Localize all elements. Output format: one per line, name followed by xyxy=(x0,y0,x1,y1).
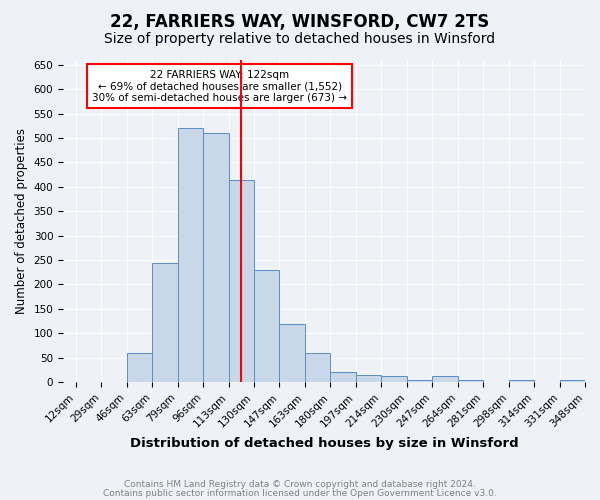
Bar xyxy=(152,262,178,382)
Bar xyxy=(178,128,203,382)
Bar xyxy=(356,375,382,382)
Bar xyxy=(203,133,229,382)
Bar xyxy=(432,376,458,382)
X-axis label: Distribution of detached houses by size in Winsford: Distribution of detached houses by size … xyxy=(130,437,518,450)
Bar xyxy=(509,380,534,382)
Text: 22 FARRIERS WAY: 122sqm
← 69% of detached houses are smaller (1,552)
30% of semi: 22 FARRIERS WAY: 122sqm ← 69% of detache… xyxy=(92,70,347,103)
Bar xyxy=(305,353,331,382)
Bar xyxy=(560,380,585,382)
Bar xyxy=(254,270,280,382)
Bar xyxy=(407,380,432,382)
Y-axis label: Number of detached properties: Number of detached properties xyxy=(15,128,28,314)
Bar xyxy=(458,380,483,382)
Bar xyxy=(280,324,305,382)
Bar xyxy=(229,180,254,382)
Text: Size of property relative to detached houses in Winsford: Size of property relative to detached ho… xyxy=(104,32,496,46)
Bar xyxy=(127,353,152,382)
Text: Contains public sector information licensed under the Open Government Licence v3: Contains public sector information licen… xyxy=(103,488,497,498)
Bar xyxy=(382,376,407,382)
Bar xyxy=(331,372,356,382)
Text: 22, FARRIERS WAY, WINSFORD, CW7 2TS: 22, FARRIERS WAY, WINSFORD, CW7 2TS xyxy=(110,12,490,30)
Text: Contains HM Land Registry data © Crown copyright and database right 2024.: Contains HM Land Registry data © Crown c… xyxy=(124,480,476,489)
